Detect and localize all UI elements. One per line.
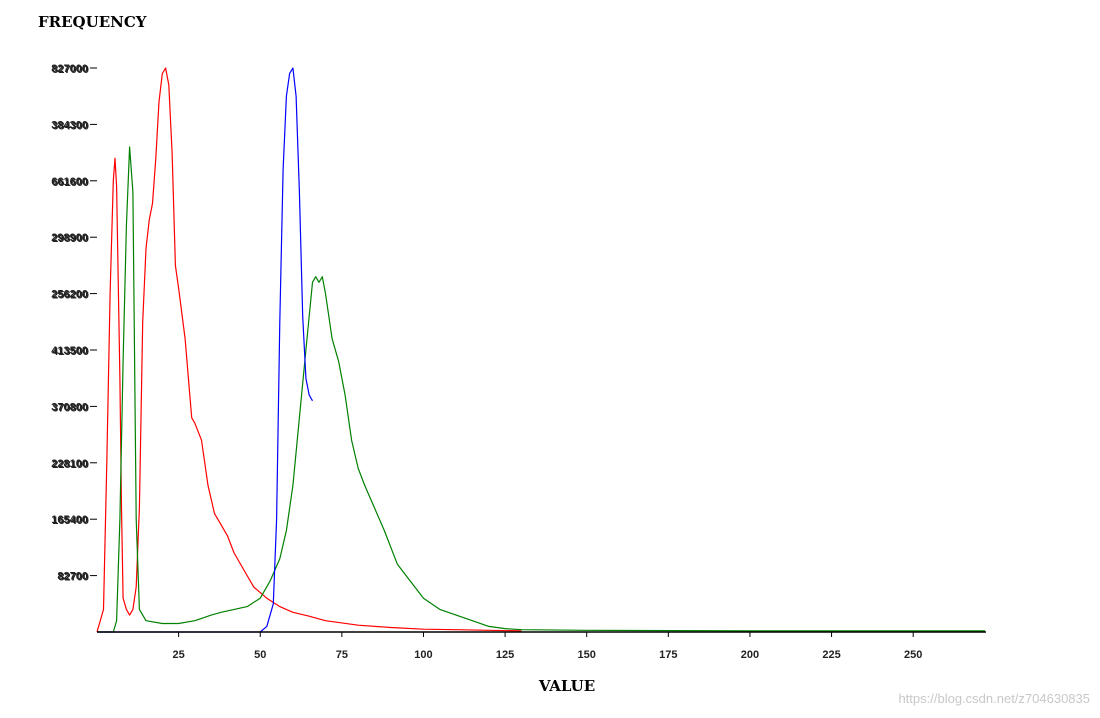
y-tick-label: 228100 xyxy=(52,459,89,471)
x-tick-label: 100 xyxy=(414,649,432,661)
series-lines xyxy=(96,67,985,633)
y-tick-label: 298900 xyxy=(51,232,88,244)
y-tick-label: 165400 xyxy=(52,515,89,527)
y-axis-label: FREQUENCY xyxy=(38,13,147,31)
y-tick-label: 256200 xyxy=(51,289,88,301)
y-tick-label: 370800 xyxy=(52,402,89,414)
y-tick-label: 384300 xyxy=(51,119,88,131)
y-tick-label: 827000 xyxy=(52,64,89,76)
x-tick-label: 200 xyxy=(741,649,759,661)
y-tick-label: 661600 xyxy=(52,177,89,189)
y-tick-label: 298900 xyxy=(52,233,89,245)
x-tick-label: 50 xyxy=(254,649,266,661)
y-tick-label: 228100 xyxy=(51,458,88,470)
x-axis-ticks: 25 50 75 100 125 150 175 200 225 250 xyxy=(172,632,922,661)
x-tick-label: 150 xyxy=(578,649,596,661)
y-tick-label: 370800 xyxy=(51,401,88,413)
x-tick-label: 75 xyxy=(336,649,348,661)
watermark: https://blog.csdn.net/z704630835 xyxy=(898,691,1090,706)
x-tick-label: 225 xyxy=(822,649,840,661)
series-line-3 xyxy=(97,67,314,633)
y-tick-label: 82700 xyxy=(57,571,88,583)
y-tick-label: 661600 xyxy=(51,176,88,188)
y-tick-label: 413500 xyxy=(51,345,88,357)
x-axis-label: VALUE xyxy=(538,677,595,695)
y-tick-label: 256200 xyxy=(52,290,89,302)
y-tick-label: 165400 xyxy=(51,514,88,526)
y-tick-label: 413500 xyxy=(52,346,89,358)
series-line-2 xyxy=(97,146,985,633)
x-tick-label: 250 xyxy=(904,649,922,661)
x-tick-label: 125 xyxy=(496,649,514,661)
series-line-1 xyxy=(96,67,522,633)
y-tick-label: 827000 xyxy=(51,63,88,75)
y-tick-label: 82700 xyxy=(58,572,89,584)
x-tick-label: 175 xyxy=(659,649,677,661)
y-axis-ticks: 8270082700165400165400228100228100370800… xyxy=(51,63,97,584)
y-tick-label: 384300 xyxy=(52,120,89,132)
x-tick-label: 25 xyxy=(172,649,184,661)
